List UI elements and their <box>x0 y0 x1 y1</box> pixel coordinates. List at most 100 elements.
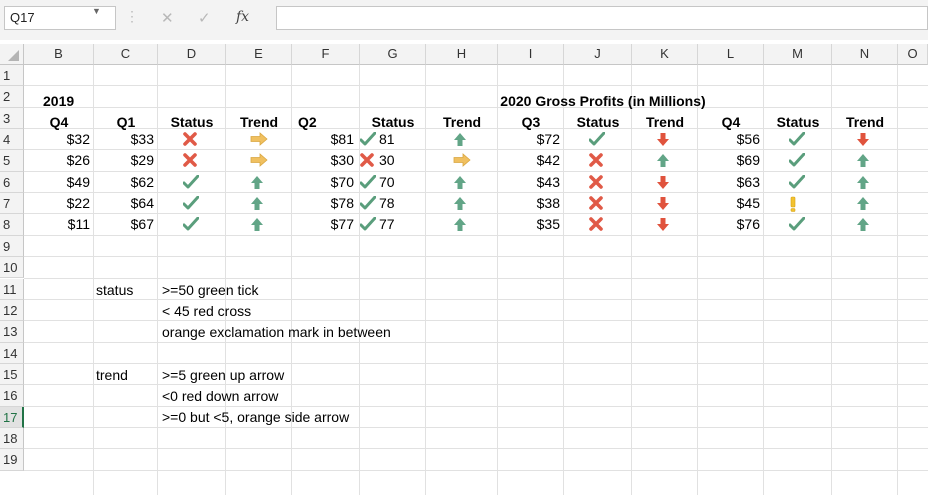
cell-q1[interactable]: $64 <box>130 195 154 212</box>
formula-input[interactable] <box>276 6 928 30</box>
row-gridline <box>24 256 928 258</box>
cell-q4-2019[interactable]: $49 <box>66 173 90 190</box>
row-header[interactable]: 6 <box>0 171 24 194</box>
cell-q1[interactable]: $33 <box>130 131 154 148</box>
column-header[interactable]: I <box>498 44 564 65</box>
header-q3[interactable]: Q3 <box>521 114 541 130</box>
header-trend-2[interactable]: Trend <box>442 114 482 130</box>
row-header[interactable]: 8 <box>0 214 24 236</box>
cell-q2-value[interactable]: 81 <box>379 131 395 148</box>
header-trend-1[interactable]: Trend <box>239 114 279 130</box>
column-header[interactable]: K <box>632 44 698 65</box>
cell-q2-value[interactable]: 30 <box>379 152 395 169</box>
name-box[interactable]: Q17 <box>4 6 116 30</box>
cell-q2[interactable]: $77 <box>330 216 354 233</box>
cell-q2-value[interactable]: 77 <box>379 216 395 233</box>
header-q4[interactable]: Q4 <box>721 114 741 130</box>
header-trend-3[interactable]: Trend <box>645 114 685 130</box>
row-header[interactable]: 16 <box>0 385 24 407</box>
row-gridline <box>24 341 928 343</box>
column-header[interactable]: F <box>292 44 360 65</box>
row-header[interactable]: 19 <box>0 449 24 471</box>
row-header[interactable]: 2 <box>0 86 24 108</box>
column-header[interactable]: H <box>426 44 498 65</box>
cell-q4-2019[interactable]: $22 <box>66 195 90 212</box>
row-header[interactable]: 12 <box>0 299 24 322</box>
note-status-line[interactable]: < 45 red cross <box>162 303 252 319</box>
header-status-1[interactable]: Status <box>170 114 214 130</box>
note-trend-line[interactable]: <0 red down arrow <box>162 388 279 404</box>
header-q1[interactable]: Q1 <box>116 114 136 130</box>
column-header[interactable]: E <box>226 44 292 65</box>
cell-q1[interactable]: $62 <box>130 173 154 190</box>
note-status-label[interactable]: status <box>96 282 134 298</box>
cell-q2[interactable]: $78 <box>330 195 354 212</box>
cell-title[interactable]: 2020 Gross Profits (in Millions) <box>500 93 706 109</box>
column-header[interactable]: L <box>698 44 764 65</box>
row-header[interactable]: 10 <box>0 257 24 279</box>
chevron-down-icon[interactable]: ▼ <box>92 6 101 16</box>
insert-function-icon[interactable]: fx <box>236 9 250 25</box>
cell-q4[interactable]: $69 <box>736 152 760 169</box>
column-header[interactable]: M <box>764 44 832 65</box>
column-header[interactable]: C <box>94 44 158 65</box>
row-header[interactable]: 5 <box>0 150 24 172</box>
header-q4-2019[interactable]: Q4 <box>49 114 69 130</box>
cell-q4-2019[interactable]: $26 <box>66 152 90 169</box>
cell-q3[interactable]: $38 <box>536 195 560 212</box>
row-header[interactable]: 7 <box>0 193 24 215</box>
row-header[interactable]: 17 <box>0 406 24 428</box>
header-trend-4[interactable]: Trend <box>845 114 885 130</box>
row-header[interactable]: 14 <box>0 342 24 364</box>
header-status-4[interactable]: Status <box>776 114 820 130</box>
note-trend-line[interactable]: >=5 green up arrow <box>162 367 285 383</box>
cell-q4[interactable]: $76 <box>736 216 760 233</box>
cell-q2[interactable]: $30 <box>330 152 354 169</box>
column-header[interactable]: J <box>564 44 632 65</box>
cell-q1[interactable]: $67 <box>130 216 154 233</box>
formula-bar-separator: ⋮ <box>125 8 139 24</box>
cancel-icon[interactable]: ✕ <box>161 10 174 27</box>
cell-q2-value[interactable]: 70 <box>379 173 395 190</box>
cell-q3[interactable]: $43 <box>536 173 560 190</box>
cell-q4-2019[interactable]: $32 <box>66 131 90 148</box>
cell-q2[interactable]: $81 <box>330 131 354 148</box>
row-header[interactable]: 1 <box>0 65 24 87</box>
row-header[interactable]: 11 <box>0 278 24 300</box>
row-header[interactable]: 18 <box>0 427 24 450</box>
cell-q3[interactable]: $72 <box>536 131 560 148</box>
cell-q2[interactable]: $70 <box>330 173 354 190</box>
arrow-right-icon <box>250 153 268 172</box>
cell-q3[interactable]: $42 <box>536 152 560 169</box>
row-header[interactable]: 9 <box>0 235 24 258</box>
cell-q4[interactable]: $56 <box>736 131 760 148</box>
row-header[interactable]: 3 <box>0 107 24 130</box>
note-status-line[interactable]: orange exclamation mark in between <box>162 324 391 340</box>
row-gridline <box>24 192 928 194</box>
header-q2[interactable]: Q2 <box>298 114 317 130</box>
row-header[interactable]: 15 <box>0 363 24 386</box>
column-header[interactable]: B <box>24 44 94 65</box>
note-status-line[interactable]: >=50 green tick <box>162 282 259 298</box>
cell-q2-value[interactable]: 78 <box>379 195 395 212</box>
row-header[interactable]: 13 <box>0 321 24 343</box>
row-header[interactable]: 4 <box>0 129 24 151</box>
enter-icon[interactable]: ✓ <box>198 10 211 27</box>
header-status-3[interactable]: Status <box>576 114 620 130</box>
column-header[interactable]: D <box>158 44 226 65</box>
cross-icon <box>183 153 197 172</box>
cell-q3[interactable]: $35 <box>536 216 560 233</box>
note-trend-line[interactable]: >=0 but <5, orange side arrow <box>162 409 350 425</box>
column-gridline <box>563 65 564 495</box>
note-trend-label[interactable]: trend <box>96 367 128 383</box>
select-all-corner[interactable] <box>0 44 24 65</box>
column-header[interactable]: G <box>360 44 426 65</box>
cell-q4[interactable]: $45 <box>736 195 760 212</box>
cell-q4-2019[interactable]: $11 <box>67 216 90 233</box>
column-header[interactable]: N <box>832 44 898 65</box>
header-status-2[interactable]: Status <box>371 114 415 130</box>
column-header[interactable]: O <box>898 44 928 65</box>
cell-year-label[interactable]: 2019 <box>43 93 75 109</box>
cell-q4[interactable]: $63 <box>736 173 760 190</box>
cell-q1[interactable]: $29 <box>130 152 154 169</box>
